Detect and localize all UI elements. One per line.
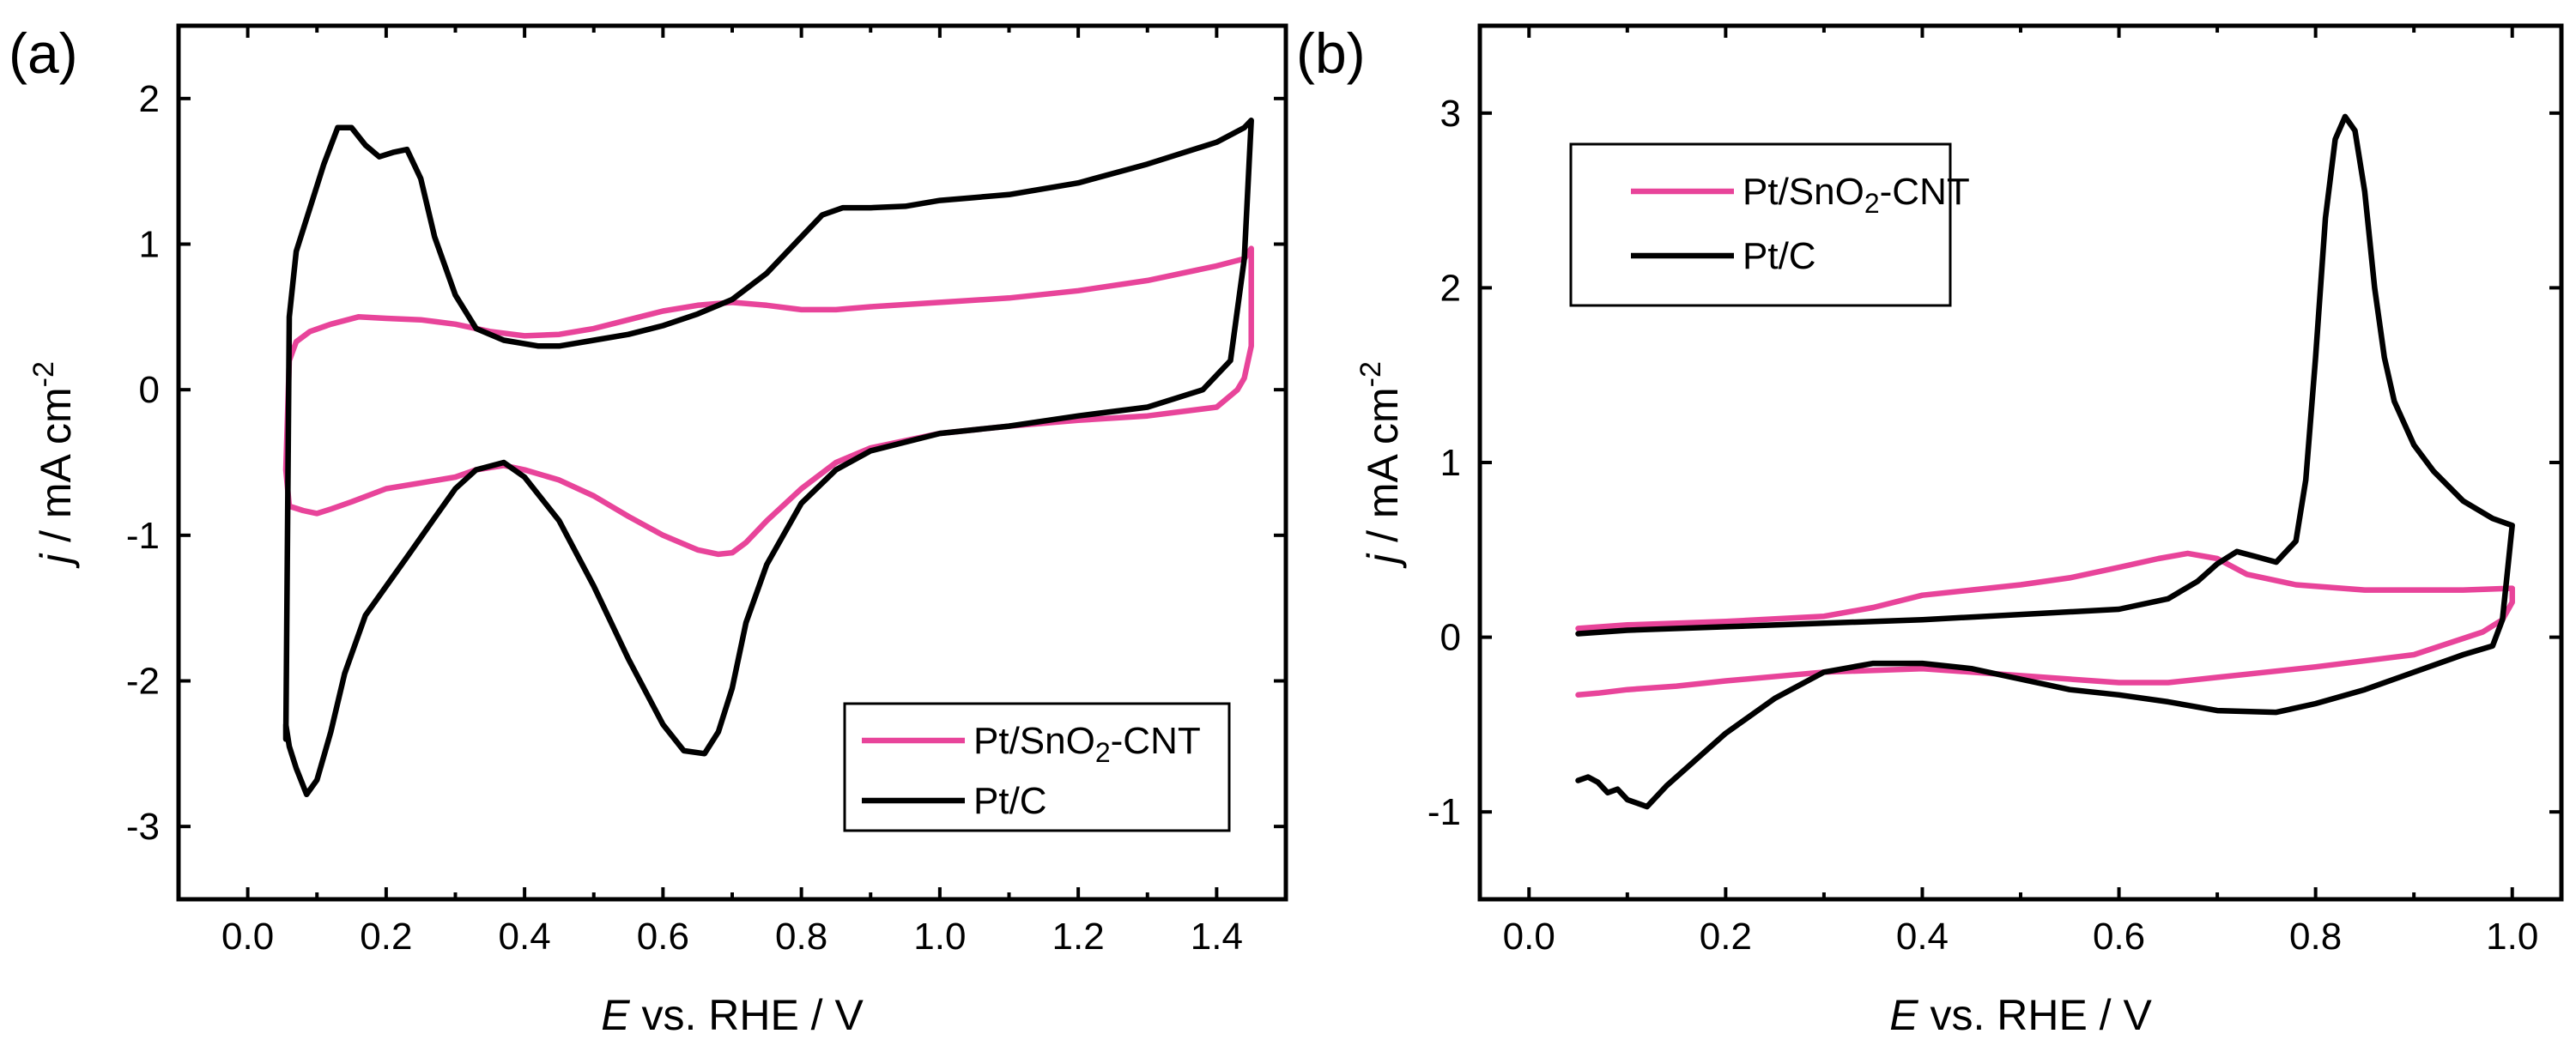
panel-a-x-tick-label: 1.4 [1191, 916, 1243, 958]
panel-b-y-tick-label: 2 [1440, 267, 1461, 309]
panel-a-x-tick-label: 0.8 [775, 916, 827, 958]
panel-b-legend-box [1569, 142, 1952, 307]
panel-a-legend-label-pt-sno2-cnt: Pt/SnO2-CNT [973, 720, 1201, 768]
panel-a: (a) 0.0 0.2 0.4 0.6 0.8 1.0 1.2 1.4 -3 -2 -1 0 1 2 E … [9, 21, 1288, 1039]
panel-b-y-tick-label: -1 [1427, 791, 1461, 833]
panel-a-label: (a) [9, 21, 78, 85]
panel-b-ticks: 0.0 0.2 0.4 0.6 0.8 1.0 -1 0 1 2 3 [1427, 26, 2561, 958]
panel-b: (b) 0.0 0.2 0.4 0.6 0.8 1.0 -1 0 1 2 3 E vs. RHE /… [1296, 21, 2564, 1039]
panel-a-x-tick-label: 0.4 [499, 916, 551, 958]
panel-a-y-tick-label: -1 [126, 515, 160, 557]
panel-a-y-tick-label: -3 [126, 806, 160, 848]
panel-a-x-tick-label: 1.2 [1052, 916, 1105, 958]
panel-a-ticks: 0.0 0.2 0.4 0.6 0.8 1.0 1.2 1.4 -3 -2 -1 0 1 2 [126, 26, 1286, 958]
panel-a-curve-pt-c [282, 118, 1254, 798]
panel-b-x-tick-label: 0.6 [2093, 916, 2145, 958]
panel-b-x-tick-label: 1.0 [2486, 916, 2538, 958]
panel-b-y-tick-label: 1 [1440, 442, 1461, 484]
panel-a-x-tick-label: 0.0 [221, 916, 274, 958]
panel-a-y-tick-label: 1 [139, 224, 160, 266]
panel-b-legend: Pt/SnO2-CNT Pt/C [1569, 142, 1970, 307]
panel-a-y-tick-label: 2 [139, 78, 160, 120]
panel-a-x-tick-label: 0.6 [637, 916, 689, 958]
panel-a-y-axis-label: j / mA cm-2 [27, 361, 80, 569]
panel-b-curves [1575, 113, 2515, 810]
panel-b-legend-label-pt-sno2-cnt: Pt/SnO2-CNT [1743, 171, 1970, 219]
panel-a-legend: Pt/SnO2-CNT Pt/C [843, 702, 1231, 832]
panel-a-y-tick-label: 0 [139, 369, 160, 411]
panel-a-curve-pt-sno2-cnt [282, 245, 1254, 558]
panel-b-x-tick-label: 0.8 [2289, 916, 2342, 958]
panel-b-legend-label-pt-c: Pt/C [1743, 235, 1816, 277]
panel-b-x-tick-label: 0.0 [1503, 916, 1555, 958]
panel-a-curves [282, 118, 1254, 798]
panel-b-y-tick-label: 0 [1440, 617, 1461, 659]
panel-a-x-axis-label: E vs. RHE / V [601, 991, 864, 1039]
panel-b-label: (b) [1296, 21, 1366, 85]
panel-a-y-tick-label: -2 [126, 661, 160, 703]
panel-b-curve-pt-sno2-cnt [1575, 550, 2515, 698]
panel-b-y-axis-label: j / mA cm-2 [1355, 361, 1407, 569]
panel-a-x-tick-label: 1.0 [913, 916, 966, 958]
panel-b-x-tick-label: 0.4 [1896, 916, 1949, 958]
panel-b-x-axis-label: E vs. RHE / V [1889, 991, 2152, 1039]
panel-b-x-tick-label: 0.2 [1700, 916, 1752, 958]
panel-b-y-tick-label: 3 [1440, 93, 1461, 135]
panel-a-legend-label-pt-c: Pt/C [973, 780, 1047, 822]
panel-b-curve-pt-c [1575, 113, 2515, 810]
panel-a-x-tick-label: 0.2 [360, 916, 412, 958]
panel-a-legend-box [843, 702, 1231, 832]
